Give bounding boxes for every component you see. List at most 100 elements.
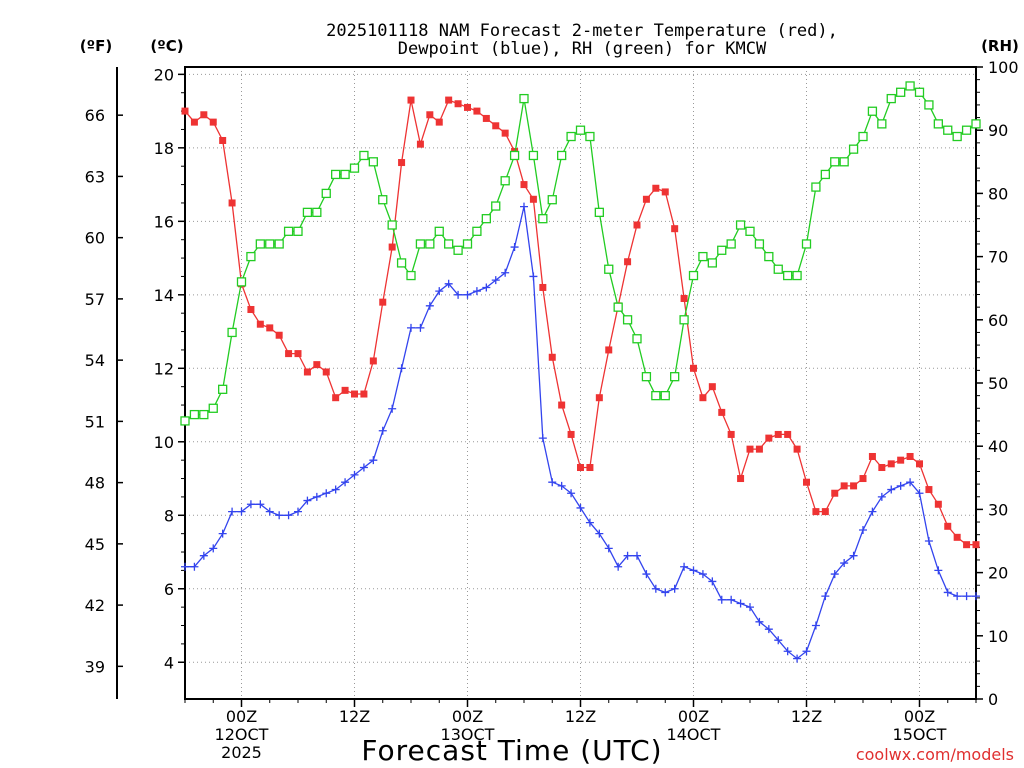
dewpoint-point <box>246 500 255 509</box>
temperature-point <box>190 118 198 126</box>
unit-f-label: (ºF) <box>80 37 112 55</box>
rh-point <box>971 119 981 129</box>
x-tick-label: 13OCT <box>441 725 495 744</box>
f-tick-label: 60 <box>85 229 105 248</box>
rh-point <box>952 131 962 142</box>
rh-point <box>180 416 190 426</box>
dewpoint-point <box>548 478 557 487</box>
dewpoint-point <box>472 287 481 296</box>
temperature-point <box>831 489 839 497</box>
rh-point <box>961 125 972 135</box>
temperature-point <box>878 464 886 472</box>
rh-point <box>425 239 435 249</box>
temperature-point <box>916 460 923 468</box>
c-tick-label: 4 <box>164 653 174 672</box>
rh-tick-label: 50 <box>988 374 1008 393</box>
dewpoint-point <box>906 478 915 487</box>
dewpoint-point <box>482 283 491 292</box>
temperature-point <box>332 394 340 402</box>
temperature-point <box>850 482 858 490</box>
dewpoint-point <box>793 654 802 663</box>
temperature-point <box>426 111 434 119</box>
temperature-point <box>341 386 349 394</box>
rh-point <box>820 169 830 180</box>
dewpoint-point <box>924 537 933 545</box>
temperature-point <box>256 320 264 328</box>
rh-point <box>481 214 491 224</box>
temperature-point <box>925 486 933 494</box>
celsius-axis: 4 6 8 10 12 14 16 18 20 <box>154 65 185 672</box>
dewpoint-point <box>218 529 227 538</box>
temperature-point <box>605 346 613 354</box>
dewpoint-point <box>388 404 397 413</box>
rh-point <box>566 131 576 142</box>
chart-title-line1: 2025101118 NAM Forecast 2-meter Temperat… <box>326 21 838 41</box>
temperature-point <box>718 408 726 416</box>
dewpoint-point <box>463 290 472 299</box>
rh-point <box>227 327 237 338</box>
rh-point <box>811 182 821 192</box>
temperature-point <box>586 464 594 472</box>
rh-point <box>867 106 878 116</box>
dewpoint-point <box>294 507 302 516</box>
series-group <box>180 81 981 663</box>
f-tick-label: 42 <box>85 596 105 615</box>
rh-point <box>604 264 614 274</box>
dewpoint-point <box>567 489 576 498</box>
dewpoint-point <box>802 647 811 656</box>
rh-point <box>406 270 416 281</box>
dewpoint-point <box>407 323 415 332</box>
dewpoint-point <box>520 202 528 211</box>
temperature-point <box>351 390 358 398</box>
rh-tick-label: 20 <box>988 564 1008 583</box>
temperature-point <box>953 533 961 541</box>
temperature-point <box>520 181 528 189</box>
dewpoint-point <box>896 481 905 490</box>
rh-point <box>726 239 736 249</box>
rh-axis: 0 10 20 30 40 50 60 70 80 90 100 <box>976 58 1019 709</box>
rh-point <box>378 195 388 205</box>
rh-point <box>218 384 228 394</box>
f-tick-label: 45 <box>85 535 105 554</box>
dewpoint-point <box>783 647 792 656</box>
temperature-point <box>944 522 952 530</box>
rh-point <box>189 409 200 420</box>
dewpoint-point <box>529 272 538 281</box>
temperature-point <box>859 475 867 483</box>
rh-point <box>613 302 623 312</box>
rh-point <box>839 157 849 167</box>
temperature-point <box>360 390 368 398</box>
dewpoint-point <box>755 617 764 626</box>
rh-tick-label: 80 <box>988 184 1008 203</box>
dewpoint-point <box>717 595 726 604</box>
dewpoint-point <box>859 525 867 534</box>
temperature-point <box>699 394 707 402</box>
series-line-temperature <box>184 99 976 546</box>
rh-point <box>265 239 275 249</box>
dewpoint-point <box>821 592 830 601</box>
f-tick-label: 51 <box>85 412 105 431</box>
rh-point <box>933 119 943 129</box>
temperature-point <box>275 331 283 339</box>
c-tick-label: 12 <box>154 359 174 378</box>
temperature-point <box>266 324 274 332</box>
rh-point <box>641 372 652 382</box>
temperature-point <box>529 195 537 203</box>
rh-point <box>773 264 783 274</box>
x-tick-label: 12Z <box>339 707 370 726</box>
rh-point <box>585 131 595 142</box>
f-tick-label: 63 <box>85 167 105 186</box>
dewpoint-point <box>576 503 585 512</box>
rh-tick-label: 100 <box>988 58 1019 77</box>
rh-point <box>349 163 360 173</box>
dewpoint-point <box>830 570 839 579</box>
dewpoint-point <box>689 566 698 575</box>
temperature-point <box>652 184 660 192</box>
rh-point <box>557 150 567 161</box>
dewpoint-point <box>181 562 189 571</box>
f-tick-label: 48 <box>85 474 105 493</box>
temperature-point <box>407 96 415 104</box>
rh-point <box>801 239 812 249</box>
temperature-point <box>784 430 792 438</box>
